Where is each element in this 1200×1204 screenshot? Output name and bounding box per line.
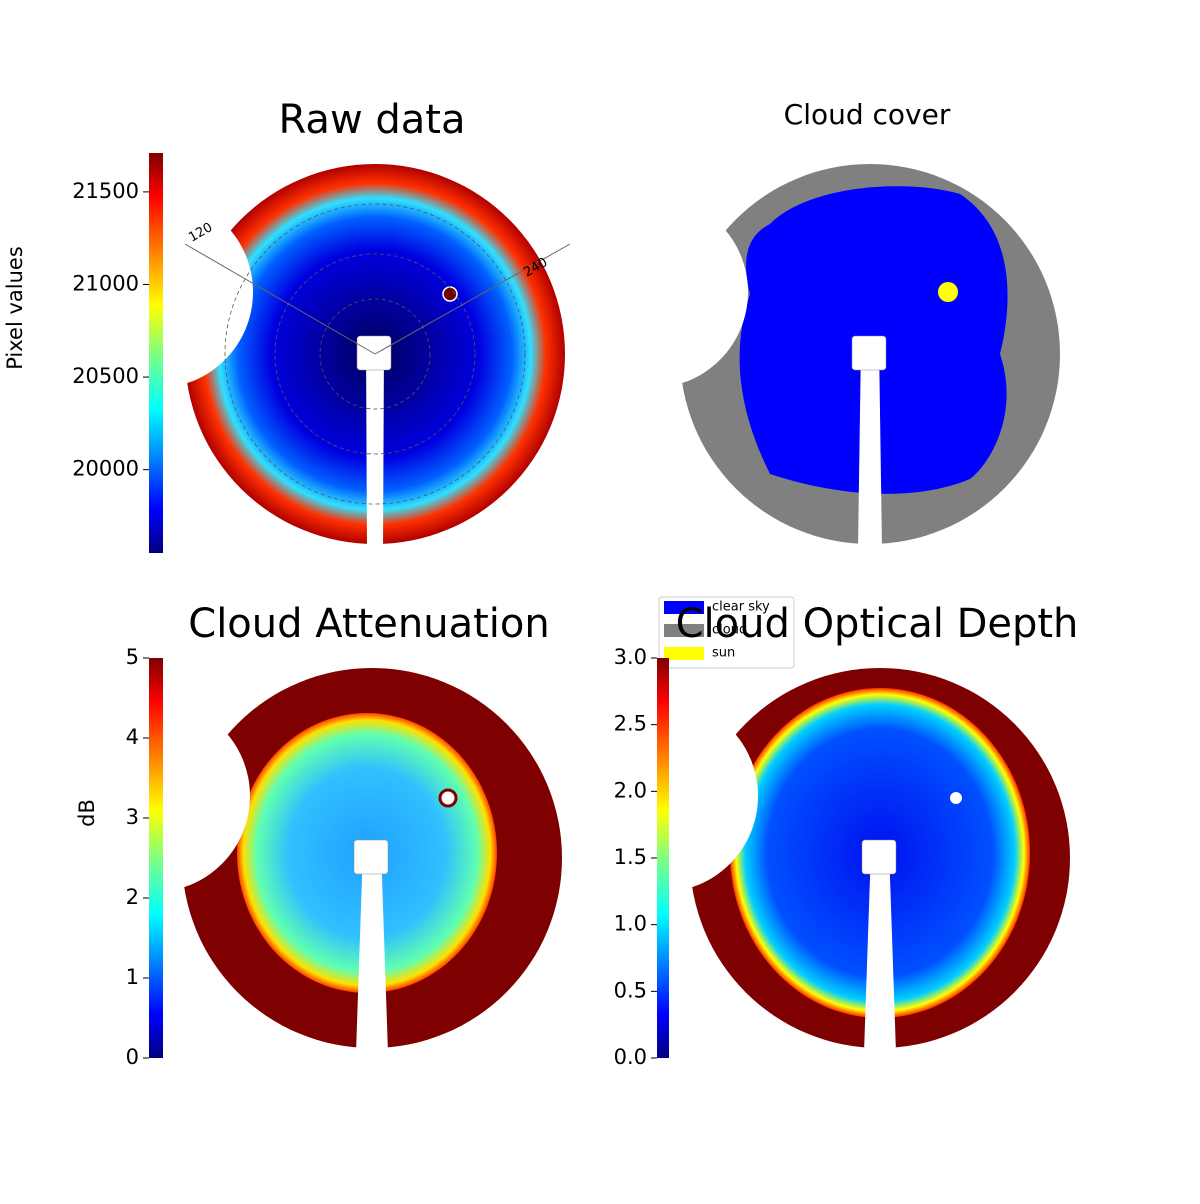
panel-title: Cloud cover [784,98,951,131]
legend-label: cloud [712,623,747,638]
colorbar-label: Pixel values [3,246,27,370]
tick-label: 21500 [72,179,139,203]
tick-label: 5 [126,645,139,669]
tick-label: 1 [126,965,139,989]
panel-title: Cloud Attenuation [188,601,549,647]
polar-axis [374,243,571,355]
tick-label: 20000 [72,457,139,481]
legend-label: clear sky [712,600,770,615]
sun [948,790,964,806]
polar-ring [274,253,476,455]
tick-label: 0.0 [614,1045,647,1069]
sky-image [690,668,1070,1048]
legend-swatch [664,601,704,614]
panel-title: Raw data [279,97,466,143]
sun [442,286,458,302]
tick-label: 2.0 [614,778,647,802]
polar-ring [319,298,431,410]
tick-label: 0.5 [614,978,647,1002]
tick-label: 2 [126,885,139,909]
mast-box [851,335,887,371]
tick-label: 2.5 [614,712,647,736]
polar-ring [224,203,526,505]
panel-title: Cloud Optical Depth [676,601,1079,647]
tick-label: 3 [126,805,139,829]
panels: Raw data12024020000205002100021500Pixel … [3,97,1078,1069]
tick-label: 1.5 [614,845,647,869]
tick-label: 3.0 [614,645,647,669]
sun [938,282,958,302]
mast-box [861,839,897,875]
polar-axis [184,243,376,355]
colorbar-label: dB [75,799,99,827]
tick-label: 20500 [72,364,139,388]
colorbar [149,658,163,1058]
sky-image [680,164,1060,544]
polar-label: 120 [186,220,215,245]
legend-swatch [664,647,704,660]
tick-label: 0 [126,1045,139,1069]
tick-label: 21000 [72,271,139,295]
colorbar [657,658,669,1058]
legend-label: sun [712,646,735,661]
mast-box [353,839,389,875]
tick-label: 4 [126,725,139,749]
colorbar [149,153,163,553]
sky-image [182,668,562,1048]
tick-label: 1.0 [614,912,647,936]
sun [438,788,458,808]
legend-swatch [664,624,704,637]
